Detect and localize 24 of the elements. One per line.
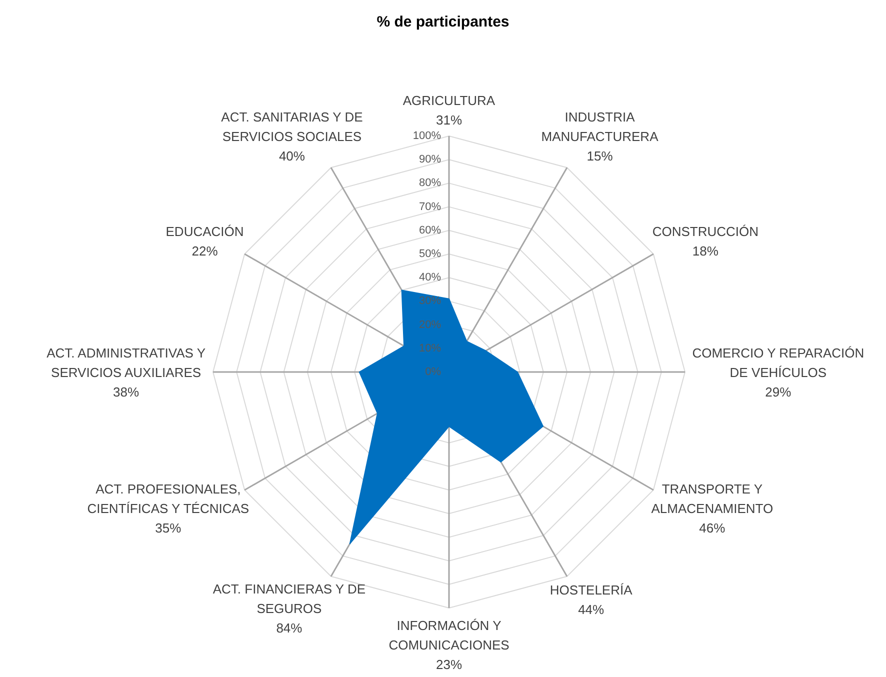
spoke-label: CONSTRUCCIÓN 18%	[652, 224, 758, 258]
spoke-label: INDUSTRIA MANUFACTURERA 15%	[541, 109, 659, 164]
spoke-label: ACT. PROFESIONALES, CIENTÍFICAS Y TÉCNICAS 35%	[87, 481, 250, 536]
y-tick-label: 70%	[418, 200, 442, 213]
spoke-label: ACT. SANITARIAS Y DE SERVICIOS SOCIALES 40%	[221, 109, 364, 164]
spoke-label: COMERCIO Y REPARACIÓN DE VEHÍCULOS 29%	[692, 345, 864, 399]
spoke-label: ACT. FINANCIERAS Y DE SEGUROS 84%	[212, 580, 366, 635]
y-tick-label: 0%	[425, 366, 442, 378]
y-tick-label: 90%	[418, 154, 442, 166]
spoke-label: HOSTELERÍA 44%	[550, 582, 633, 617]
spoke-label: EDUCACIÓN 22%	[166, 224, 244, 258]
y-tick-label: 30%	[418, 295, 442, 308]
spoke-label: ACT. ADMINISTRATIVAS Y SERVICIOS AUXILIARES 38%	[46, 345, 206, 399]
chart-title: % de participantes	[376, 14, 510, 30]
spoke-label: AGRICULTURA 31%	[402, 92, 496, 127]
y-tick-label: 20%	[418, 318, 442, 331]
y-tick-label: 50%	[418, 248, 442, 260]
y-tick-label: 100%	[412, 130, 442, 142]
y-tick-label: 80%	[418, 177, 442, 190]
y-tick-label: 60%	[418, 224, 442, 236]
spoke-label: TRANSPORTE Y ALMACENAMIENTO 46%	[651, 481, 774, 536]
y-tick-label: 10%	[418, 342, 442, 354]
y-tick-label: 40%	[418, 272, 442, 284]
spoke-label: INFORMACIÓN Y COMUNICACIONES 23%	[388, 617, 510, 672]
